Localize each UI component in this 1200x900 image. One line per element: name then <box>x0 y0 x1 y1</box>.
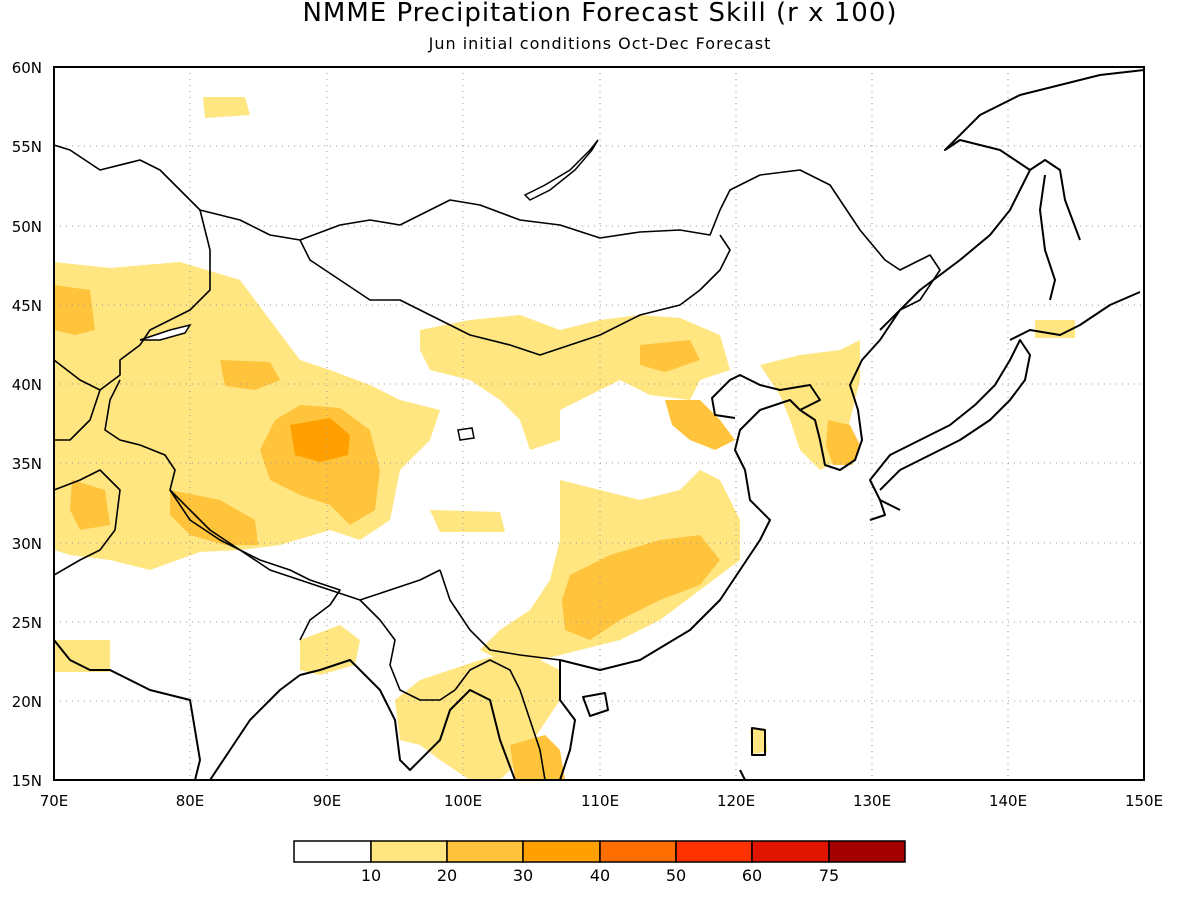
x-tick-label: 80E <box>176 792 205 810</box>
coastline-okhotsk <box>944 69 1144 171</box>
lake-qinghai <box>457 427 475 441</box>
border-afghan-pak <box>54 469 121 576</box>
legend-swatch <box>828 840 906 863</box>
coastline-philippines <box>739 769 746 780</box>
shade-patch-mid <box>430 510 505 532</box>
border-myanmar <box>359 599 456 701</box>
legend-swatch <box>751 840 830 863</box>
legend-swatch <box>370 840 448 863</box>
shade-patch-north <box>203 97 250 118</box>
border-mongolia-south <box>299 234 731 356</box>
y-tick-label: 55N <box>12 138 42 156</box>
legend-swatch <box>675 840 753 863</box>
coastline-india-east <box>209 674 301 780</box>
lake-baikal <box>523 139 599 201</box>
coastline-russia-pacific <box>879 159 1081 331</box>
lakes <box>139 139 599 441</box>
coastline-korea <box>799 309 901 471</box>
color-legend: 10 20 30 40 50 60 75 <box>293 840 906 885</box>
coastline-taiwan <box>751 727 766 756</box>
x-tick-label: 140E <box>989 792 1027 810</box>
legend-label: 20 <box>437 866 457 885</box>
x-tick-label: 70E <box>40 792 69 810</box>
coastline-hainan <box>582 692 609 717</box>
coastline-japan-honshu <box>869 339 1031 511</box>
shade-yellow-sea <box>665 400 735 450</box>
legend-label: 10 <box>361 866 381 885</box>
legend-swatch <box>446 840 524 863</box>
legend-label: 75 <box>819 866 839 885</box>
legend-label: 60 <box>742 866 762 885</box>
border-kazakh-china <box>99 209 211 391</box>
y-tick-label: 45N <box>12 297 42 315</box>
y-tick-label: 30N <box>12 535 42 553</box>
shade-tibet-core <box>290 418 350 462</box>
coastline-kyushu <box>869 499 886 521</box>
y-tick-label: 15N <box>12 772 42 790</box>
y-tick-label: 50N <box>12 218 42 236</box>
shade-vietnam <box>510 735 565 780</box>
border-china-west <box>104 379 441 601</box>
country-borders <box>54 144 941 780</box>
map-title: NMME Precipitation Forecast Skill (r x 1… <box>302 0 898 28</box>
y-tick-label: 40N <box>12 376 42 394</box>
coastline-bay-bengal <box>299 659 516 780</box>
x-tick-label: 100E <box>444 792 482 810</box>
border-central-asia <box>54 359 101 441</box>
lake-balkhash <box>139 323 192 341</box>
legend-label: 40 <box>590 866 610 885</box>
legend-label: 50 <box>666 866 686 885</box>
x-tick-label: 120E <box>717 792 755 810</box>
x-axis-labels: 70E 80E 90E 100E 110E 120E 130E 140E 150… <box>40 792 1163 810</box>
shade-taiwan <box>750 728 767 754</box>
y-axis-labels: 60N 55N 50N 45N 40N 35N 30N 25N 20N 15N <box>12 59 42 790</box>
legend-swatch <box>599 840 677 863</box>
legend-swatch <box>293 840 372 863</box>
skill-shading <box>54 97 1075 780</box>
x-tick-label: 150E <box>1125 792 1163 810</box>
y-tick-label: 35N <box>12 455 42 473</box>
coastlines <box>54 69 1144 780</box>
border-india-nepal <box>169 489 341 641</box>
shade-patch-east <box>1035 320 1075 338</box>
shade-west-himalaya <box>170 490 258 545</box>
shade-kaz-mid <box>220 360 280 390</box>
shade-kazakh-west <box>54 285 95 335</box>
shade-south-korea <box>826 420 860 465</box>
shade-west-afghan <box>70 480 110 530</box>
grid-lines <box>54 67 1144 780</box>
legend-label: 30 <box>513 866 533 885</box>
x-tick-label: 90E <box>313 792 342 810</box>
coastline-indochina <box>559 660 576 780</box>
shade-sw <box>54 640 110 672</box>
shade-south-china <box>562 535 720 640</box>
shade-mongol-core <box>640 340 700 372</box>
coastline-china-east <box>559 374 821 671</box>
map-frame <box>53 66 1145 781</box>
x-tick-label: 130E <box>853 792 891 810</box>
x-tick-label: 110E <box>581 792 619 810</box>
map-subtitle: Jun initial conditions Oct-Dec Forecast <box>428 34 772 53</box>
border-russia-china-mongolia <box>54 144 941 311</box>
y-tick-label: 20N <box>12 693 42 711</box>
legend-swatch <box>522 840 601 863</box>
y-tick-label: 60N <box>12 59 42 77</box>
coastline-sakhalin <box>1039 174 1056 301</box>
border-thai-laos <box>454 659 546 780</box>
coastline-hokkaido <box>1009 291 1141 341</box>
border-china-sw <box>439 569 561 661</box>
coastline-india <box>54 639 201 780</box>
y-tick-label: 25N <box>12 614 42 632</box>
